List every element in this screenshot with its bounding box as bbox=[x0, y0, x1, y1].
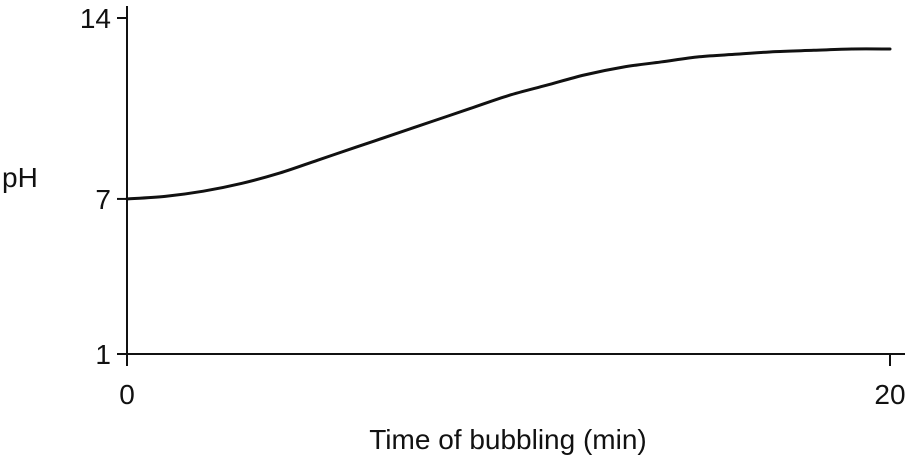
series-layer bbox=[125, 47, 892, 201]
x-axis-label: Time of bubbling (min) bbox=[369, 424, 647, 455]
series-line-0 bbox=[125, 47, 892, 201]
y-tick-label-2: 14 bbox=[80, 3, 111, 34]
tick-labels: 1 7 14 0 20 bbox=[80, 3, 906, 410]
y-tick-label-0: 1 bbox=[95, 339, 111, 370]
x-tick-label-1: 20 bbox=[874, 379, 905, 410]
x-tick-label-0: 0 bbox=[119, 379, 135, 410]
y-axis-label: pH bbox=[2, 162, 38, 193]
y-tick-label-1: 7 bbox=[95, 184, 111, 215]
axes bbox=[126, 6, 905, 355]
ticks bbox=[117, 17, 891, 366]
